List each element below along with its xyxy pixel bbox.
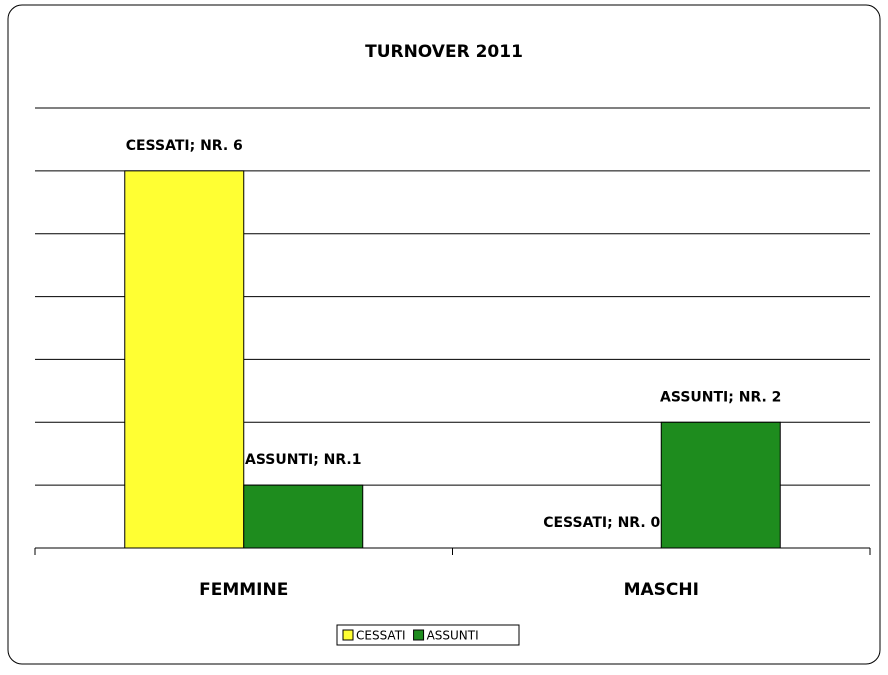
legend-label: ASSUNTI xyxy=(427,629,479,643)
bar xyxy=(243,484,364,549)
x-tick-label: MASCHI xyxy=(624,580,699,600)
chart-title: TURNOVER 2011 xyxy=(365,42,523,62)
data-label: ASSUNTI; NR. 2 xyxy=(660,389,781,405)
legend-swatch xyxy=(413,629,425,641)
data-label: CESSATI; NR. 6 xyxy=(126,138,243,154)
legend-label: CESSATI xyxy=(356,629,406,643)
data-label: ASSUNTI; NR.1 xyxy=(245,452,362,468)
data-label: CESSATI; NR. 0 xyxy=(543,515,660,531)
bar xyxy=(124,170,245,549)
bar xyxy=(660,421,781,549)
x-tick-label: FEMMINE xyxy=(199,580,288,600)
legend-frame xyxy=(336,624,520,646)
legend-swatch xyxy=(342,629,354,641)
